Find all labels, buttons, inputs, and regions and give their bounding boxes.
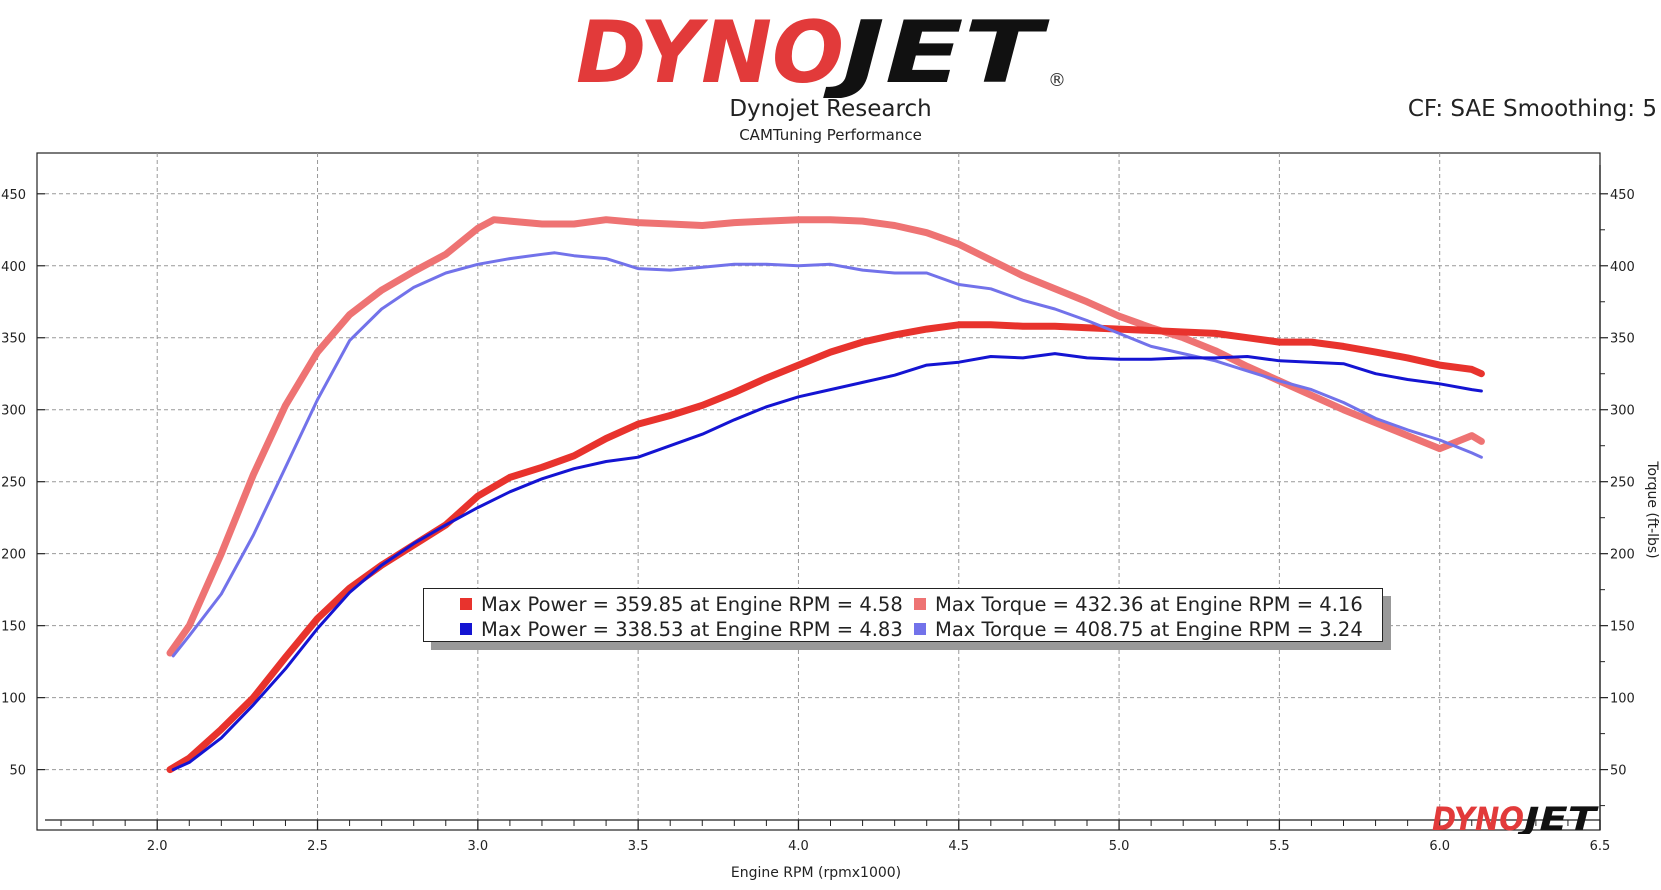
x-tick-label: 4.5 bbox=[948, 839, 969, 854]
x-tick-label: 6.5 bbox=[1590, 839, 1611, 854]
y-right-tick-label: 150 bbox=[1610, 620, 1635, 635]
series-power-run2 bbox=[171, 352, 1483, 772]
x-tick-label: 2.5 bbox=[307, 839, 328, 854]
y-right-tick-label: 250 bbox=[1610, 476, 1635, 491]
y-left-tick-label: 450 bbox=[1, 188, 26, 203]
grid-lines bbox=[45, 153, 1600, 820]
legend-item-power-run2: Max Power = 338.53 at Engine RPM = 4.83 bbox=[460, 618, 903, 641]
x-tick-label: 4.0 bbox=[788, 839, 809, 854]
y-axis-title-right: Torque (ft-lbs) bbox=[1644, 460, 1660, 558]
x-tick-label: 3.5 bbox=[628, 839, 649, 854]
y-left-tick-label: 350 bbox=[1, 332, 26, 347]
legend-item-torque-run1: Max Torque = 432.36 at Engine RPM = 4.16 bbox=[914, 593, 1363, 616]
y-left-tick-label: 300 bbox=[1, 404, 26, 419]
legend-swatch bbox=[460, 598, 472, 610]
legend-label: Max Power = 338.53 at Engine RPM = 4.83 bbox=[481, 618, 903, 641]
y-right-tick-label: 400 bbox=[1610, 260, 1635, 275]
series-torque-run2 bbox=[171, 251, 1483, 658]
legend-swatch bbox=[914, 623, 926, 635]
legend-label: Max Power = 359.85 at Engine RPM = 4.58 bbox=[481, 593, 903, 616]
dynojet-watermark: DYNO JET bbox=[1432, 800, 1599, 834]
x-tick-label: 5.0 bbox=[1109, 839, 1130, 854]
chart-title: Dynojet Research bbox=[729, 96, 932, 122]
x-axis-title: Engine RPM (rpmx1000) bbox=[731, 865, 901, 881]
y-left-tick-label: 250 bbox=[1, 476, 26, 491]
chart-legend: Max Power = 359.85 at Engine RPM = 4.58 … bbox=[423, 588, 1383, 642]
watermark-text-jet: JET bbox=[1516, 800, 1599, 834]
plot-frame bbox=[36, 152, 1601, 831]
y-right-tick-label: 50 bbox=[1610, 764, 1627, 779]
y-axis-ticks: 50 50 100 100 150 150 200 200 250 250 300 300 350 350… bbox=[1, 188, 1635, 807]
logo-text-jet: JET bbox=[822, 6, 1051, 98]
legend-item-torque-run2: Max Torque = 408.75 at Engine RPM = 3.24 bbox=[914, 618, 1363, 641]
logo-registered-mark: ® bbox=[1048, 70, 1066, 91]
x-tick-label: 5.5 bbox=[1269, 839, 1290, 854]
legend-label: Max Torque = 408.75 at Engine RPM = 3.24 bbox=[935, 618, 1363, 641]
logo-text-dyno: DYNO bbox=[576, 6, 844, 98]
legend-item-power-run1: Max Power = 359.85 at Engine RPM = 4.58 bbox=[460, 593, 903, 616]
legend-label: Max Torque = 432.36 at Engine RPM = 4.16 bbox=[935, 593, 1363, 616]
legend-swatch bbox=[914, 598, 926, 610]
y-left-tick-label: 400 bbox=[1, 260, 26, 275]
chart-subtitle: CAMTuning Performance bbox=[739, 126, 922, 144]
x-tick-label: 2.0 bbox=[147, 839, 168, 854]
x-tick-label: 3.0 bbox=[467, 839, 488, 854]
x-axis-ticks: 2.0 2.5 3.0 3.5 4.0 4.5 5.0 5.5 6.0 6.5 bbox=[60, 820, 1611, 854]
y-left-tick-label: 150 bbox=[1, 620, 26, 635]
x-tick-label: 6.0 bbox=[1429, 839, 1450, 854]
y-right-tick-label: 300 bbox=[1610, 404, 1635, 419]
series-layer bbox=[166, 216, 1485, 774]
y-right-tick-label: 200 bbox=[1610, 548, 1635, 563]
dynojet-logo: DYNO JET ® bbox=[576, 6, 1066, 98]
correction-factor-label: CF: SAE Smoothing: 5 bbox=[1407, 96, 1657, 122]
y-right-tick-label: 450 bbox=[1610, 188, 1635, 203]
y-right-tick-label: 350 bbox=[1610, 332, 1635, 347]
y-left-tick-label: 50 bbox=[9, 764, 26, 779]
y-left-tick-label: 200 bbox=[1, 548, 26, 563]
legend-swatch bbox=[460, 623, 472, 635]
watermark-text-dyno: DYNO bbox=[1432, 800, 1524, 834]
y-right-tick-label: 100 bbox=[1610, 692, 1635, 707]
y-left-tick-label: 100 bbox=[1, 692, 26, 707]
